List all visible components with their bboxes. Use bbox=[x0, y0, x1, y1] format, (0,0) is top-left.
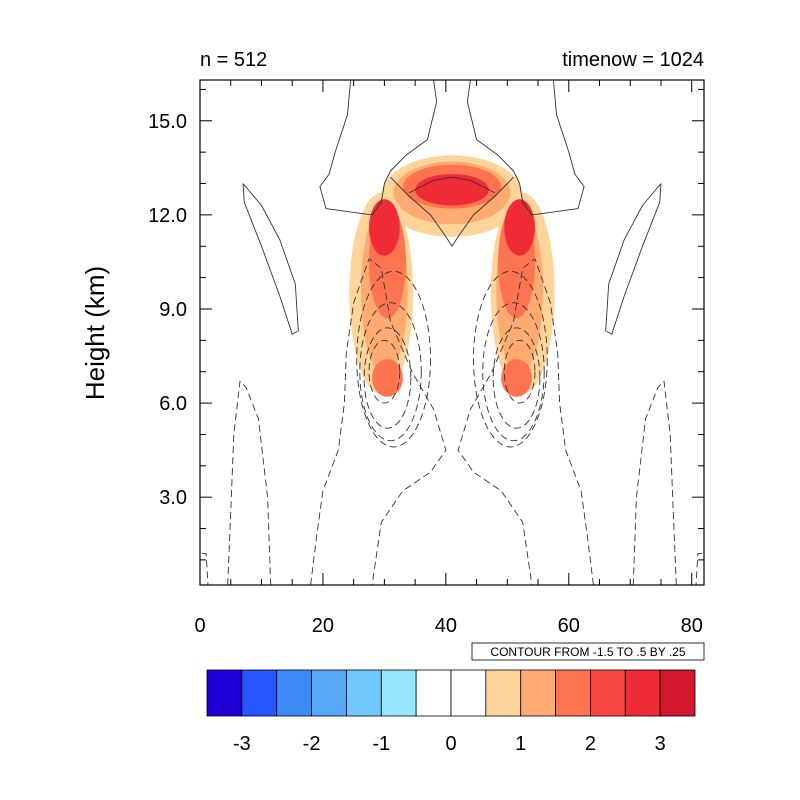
colorbar-swatch-3 bbox=[311, 669, 347, 717]
positive-contour-1 bbox=[466, 80, 585, 216]
colorbar-tick-label: 3 bbox=[655, 733, 666, 755]
negative-contour-18 bbox=[482, 302, 545, 442]
colorbar-swatch-1 bbox=[241, 669, 278, 717]
colorbar-swatch-4 bbox=[346, 669, 382, 717]
plot-frame bbox=[199, 79, 705, 586]
fill-region-level-4-0 bbox=[369, 199, 400, 256]
y-tick-label: 9.0 bbox=[159, 299, 187, 321]
negative-contour-13 bbox=[363, 327, 412, 429]
fill-region-level-3-3 bbox=[372, 359, 403, 397]
y-tick-label: 15.0 bbox=[148, 111, 187, 133]
negative-contour-11 bbox=[695, 553, 703, 585]
y-tick-label: 6.0 bbox=[159, 393, 187, 415]
x-tick-label: 40 bbox=[435, 615, 457, 637]
colorbar-tick-label: -2 bbox=[303, 733, 321, 755]
x-tick-label: 60 bbox=[558, 615, 580, 637]
colorbar-swatch-11 bbox=[590, 669, 626, 717]
plot-area bbox=[200, 80, 704, 585]
left-title: n = 512 bbox=[200, 49, 267, 71]
negative-contour-8 bbox=[227, 380, 272, 585]
colorbar-tick-label: 1 bbox=[515, 733, 526, 755]
colorbar-tick-label: -3 bbox=[233, 733, 251, 755]
colorbar-swatch-2 bbox=[276, 669, 312, 717]
positive-contour-3 bbox=[408, 176, 496, 194]
negative-contour-9 bbox=[632, 380, 677, 585]
colorbar-swatch-13 bbox=[659, 669, 696, 717]
x-tick-label: 80 bbox=[681, 615, 703, 637]
y-axis-label: Height (km) bbox=[80, 266, 110, 400]
right-title: timenow = 1024 bbox=[562, 49, 704, 71]
colorbar-swatch-12 bbox=[624, 669, 661, 717]
y-tick-labels: 3.0 6.0 9.0 12.0 15.0 bbox=[148, 111, 187, 509]
contour-info-box: CONTOUR FROM -1.5 TO .5 BY .25 bbox=[471, 642, 705, 661]
negative-contour-17 bbox=[492, 327, 541, 429]
colorbar-tick-label: 0 bbox=[445, 733, 456, 755]
negative-contour-12 bbox=[368, 339, 401, 404]
fill-region-level-4-2 bbox=[415, 174, 489, 206]
y-tick-label: 12.0 bbox=[148, 205, 187, 227]
negative-contour-10 bbox=[201, 553, 209, 585]
x-tick-label: 0 bbox=[194, 615, 205, 637]
colorbar bbox=[206, 669, 696, 717]
colorbar-tick-label: 2 bbox=[585, 733, 596, 755]
colorbar-swatch-0 bbox=[206, 669, 243, 717]
contour-info-frame bbox=[471, 642, 705, 661]
y-tick-label: 3.0 bbox=[159, 487, 187, 509]
positive-contour-4 bbox=[242, 183, 299, 335]
colorbar-swatch-10 bbox=[555, 669, 591, 717]
negative-contour-14 bbox=[359, 302, 422, 442]
negative-contour-6 bbox=[310, 258, 447, 585]
colorbar-labels: -3 -2 -1 0 1 2 3 bbox=[233, 733, 666, 755]
negative-contour-7 bbox=[457, 258, 594, 585]
positive-contour-5 bbox=[605, 183, 662, 335]
negative-contour-16 bbox=[503, 339, 536, 404]
colorbar-swatch-8 bbox=[485, 669, 522, 717]
fill-region-level-4-1 bbox=[504, 199, 535, 256]
colorbar-swatch-5 bbox=[380, 669, 417, 717]
negative-contour-15 bbox=[356, 270, 431, 448]
x-tick-label: 20 bbox=[312, 615, 334, 637]
colorbar-tick-label: -1 bbox=[372, 733, 390, 755]
x-tick-labels: 0 20 40 60 80 bbox=[194, 615, 702, 637]
contour-info-text: CONTOUR FROM -1.5 TO .5 BY .25 bbox=[490, 645, 685, 659]
colorbar-swatch-7 bbox=[450, 669, 487, 717]
axis-ticks bbox=[199, 80, 704, 585]
positive-contour-2 bbox=[390, 176, 514, 247]
positive-contour-0 bbox=[319, 80, 438, 216]
negative-contour-19 bbox=[473, 270, 548, 448]
contour-layer bbox=[201, 80, 703, 585]
colorbar-swatch-9 bbox=[520, 669, 556, 717]
fill-region-level-3-4 bbox=[501, 359, 532, 397]
colorbar-swatch-6 bbox=[415, 669, 452, 717]
